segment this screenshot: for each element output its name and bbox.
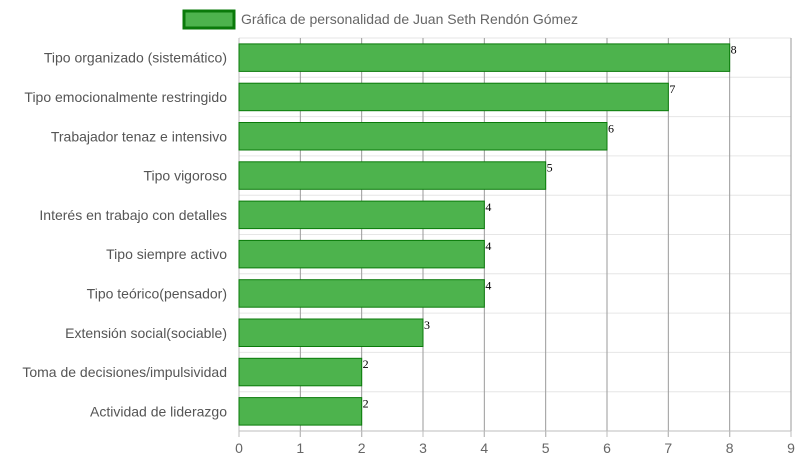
- x-tick-label: 5: [542, 440, 550, 456]
- data-label: 4: [485, 239, 491, 253]
- category-label: Toma de decisiones/impulsividad: [22, 364, 227, 380]
- category-label: Extensión social(sociable): [65, 325, 227, 341]
- x-tick-label: 6: [603, 440, 611, 456]
- x-axis-ticks: 0 1 2 3 4 5 6 7 8 9: [235, 431, 795, 456]
- category-label: Trabajador tenaz e intensivo: [51, 128, 227, 144]
- data-label: 4: [485, 200, 491, 214]
- data-label: 8: [731, 43, 737, 57]
- x-tick-label: 2: [358, 440, 366, 456]
- bar[interactable]: [238, 318, 424, 347]
- data-label: 2: [363, 396, 369, 410]
- data-label: 5: [547, 161, 553, 175]
- data-label: 6: [608, 121, 614, 135]
- bar[interactable]: [238, 279, 485, 308]
- x-tick-label: 4: [480, 440, 488, 456]
- data-label: 3: [424, 318, 430, 332]
- category-label: Interés en trabajo con detalles: [39, 207, 227, 223]
- category-label: Actividad de liderazgo: [90, 403, 227, 419]
- bar[interactable]: [238, 397, 363, 426]
- category-label: Tipo emocionalmente restringido: [24, 89, 227, 105]
- bar[interactable]: [238, 161, 547, 190]
- data-label: 2: [363, 357, 369, 371]
- category-labels: Tipo organizado (sistemático) Tipo emocio…: [22, 50, 227, 420]
- data-labels: 8 7 6 5 4 4 4 3 2 2: [363, 43, 737, 411]
- bar[interactable]: [238, 200, 485, 230]
- bars: [238, 43, 731, 426]
- data-label: 7: [669, 82, 675, 96]
- bar[interactable]: [238, 357, 363, 387]
- x-tick-label: 7: [664, 440, 672, 456]
- legend-swatch: [182, 9, 236, 30]
- bar[interactable]: [238, 122, 608, 151]
- x-tick-label: 9: [787, 440, 795, 456]
- category-label: Tipo siempre activo: [106, 246, 227, 262]
- category-label: Tipo organizado (sistemático): [44, 50, 227, 66]
- x-tick-label: 1: [296, 440, 304, 456]
- x-tick-label: 8: [726, 440, 734, 456]
- bar[interactable]: [238, 82, 669, 112]
- x-tick-label: 3: [419, 440, 427, 456]
- category-label: Tipo vigoroso: [143, 168, 227, 184]
- bar[interactable]: [238, 239, 485, 269]
- data-label: 4: [485, 278, 491, 292]
- x-tick-label: 0: [235, 440, 243, 456]
- category-label: Tipo teórico(pensador): [87, 285, 227, 301]
- legend[interactable]: Gráfica de personalidad de Juan Seth Ren…: [182, 9, 578, 30]
- bar[interactable]: [238, 43, 731, 72]
- legend-label: Gráfica de personalidad de Juan Seth Ren…: [241, 11, 578, 27]
